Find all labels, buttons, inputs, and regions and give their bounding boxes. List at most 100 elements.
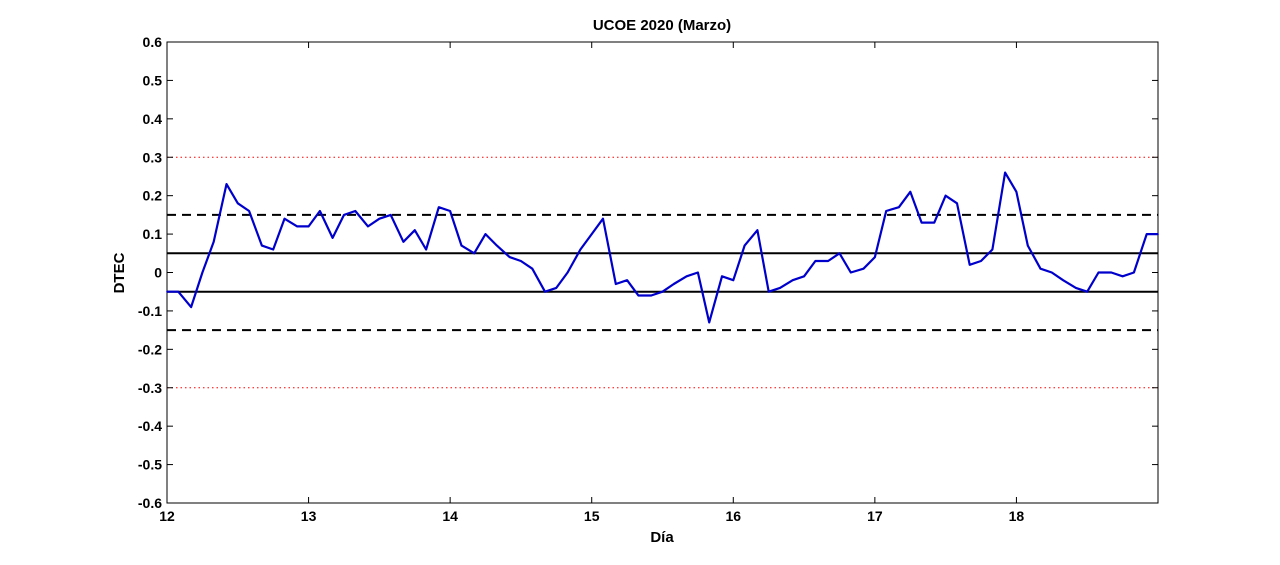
data-point [898, 206, 900, 208]
data-point [449, 210, 451, 212]
data-point [283, 217, 286, 220]
y-tick-label: -0.3 [138, 380, 162, 396]
y-tick-label: -0.4 [138, 418, 162, 434]
data-point [650, 294, 652, 297]
y-tick-label: 0.2 [143, 188, 163, 204]
data-point [579, 248, 582, 251]
data-point [1015, 191, 1018, 193]
data-point [920, 221, 923, 224]
data-point [414, 229, 416, 231]
y-tick-label: 0.5 [143, 72, 163, 88]
data-point [402, 241, 405, 243]
data-point [520, 260, 522, 262]
x-axis-label: Día [650, 529, 674, 546]
x-tick-label: 15 [584, 508, 600, 524]
data-point [496, 244, 498, 247]
data-point [248, 210, 250, 212]
data-point [615, 283, 617, 285]
data-point [1157, 233, 1159, 235]
data-point [343, 214, 345, 216]
plot-frame [166, 41, 1159, 504]
data-point [319, 210, 321, 212]
data-point [1039, 267, 1042, 270]
x-tick-label: 17 [867, 508, 883, 524]
y-tick-label: -0.6 [138, 495, 162, 511]
data-point [425, 248, 427, 251]
data-point [438, 206, 440, 208]
data-point [566, 271, 569, 274]
data-point [980, 260, 982, 262]
y-tick-label: 0 [154, 265, 162, 281]
data-point [484, 233, 487, 235]
data-point [602, 217, 604, 220]
reference-lines [167, 156, 1158, 389]
data-point [697, 271, 699, 274]
x-tick-label: 14 [442, 508, 458, 524]
data-point [1027, 244, 1029, 247]
data-point [685, 275, 688, 278]
data-point [721, 275, 723, 278]
data-point [367, 225, 369, 228]
data-point [190, 306, 192, 308]
series-line-0 [167, 171, 1158, 324]
data-point [225, 183, 228, 185]
x-tick-label: 12 [159, 508, 175, 524]
data-point [743, 244, 746, 247]
chart-title: UCOE 2020 (Marzo) [593, 17, 731, 34]
data-point [354, 210, 357, 212]
data-point [626, 279, 628, 282]
y-tick-label: 0.6 [143, 34, 163, 50]
data-point [874, 256, 876, 258]
data-point [508, 256, 511, 258]
data-point [814, 260, 817, 262]
data-point [956, 202, 958, 205]
series-layer [166, 171, 1159, 324]
data-point [885, 210, 887, 212]
data-point [201, 271, 204, 274]
data-point [791, 279, 794, 282]
data-point [473, 252, 476, 255]
data-point [827, 260, 829, 262]
data-point [378, 217, 381, 220]
data-point [637, 294, 640, 297]
data-point [555, 287, 558, 289]
data-point [661, 290, 664, 293]
data-point [1086, 290, 1088, 293]
data-point [968, 264, 971, 266]
x-tick-label: 13 [301, 508, 317, 524]
data-point [272, 248, 275, 251]
x-tick-label: 16 [725, 508, 741, 524]
data-point [991, 248, 994, 251]
y-axis-label: DTEC [111, 252, 128, 293]
data-point [1004, 171, 1006, 174]
data-point [1110, 271, 1113, 274]
data-point [673, 283, 675, 285]
data-point [1062, 279, 1064, 282]
data-point [756, 229, 759, 231]
data-point [460, 244, 463, 247]
data-point [389, 214, 392, 216]
data-point [1121, 275, 1124, 278]
data-point [177, 290, 180, 293]
data-point [708, 321, 710, 324]
data-point [862, 267, 865, 270]
data-point [237, 202, 239, 205]
data-point [261, 244, 263, 247]
data-point [933, 221, 936, 224]
data-point [850, 271, 852, 274]
data-point [732, 279, 735, 282]
data-point [331, 237, 334, 239]
data-point [212, 241, 215, 243]
data-point [590, 233, 593, 235]
data-point [1097, 271, 1100, 274]
data-point [544, 290, 546, 293]
data-point [531, 267, 534, 270]
data-point [307, 225, 310, 228]
data-point [1133, 271, 1135, 274]
y-tick-label: -0.1 [138, 303, 162, 319]
data-point [166, 290, 168, 293]
y-tick-label: 0.4 [143, 111, 163, 127]
data-point [767, 290, 770, 293]
axis-ticks: 0.6 0.5 0.4 0.3 0.2 0.1 0 -0.1 -0.2 -0.3 -0.4 -0.5 -… [138, 34, 1158, 524]
